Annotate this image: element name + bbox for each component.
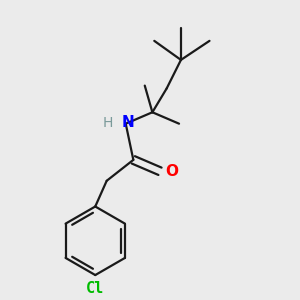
- Text: N: N: [122, 115, 135, 130]
- Text: Cl: Cl: [86, 281, 104, 296]
- Text: H: H: [103, 116, 113, 130]
- Text: O: O: [165, 164, 178, 179]
